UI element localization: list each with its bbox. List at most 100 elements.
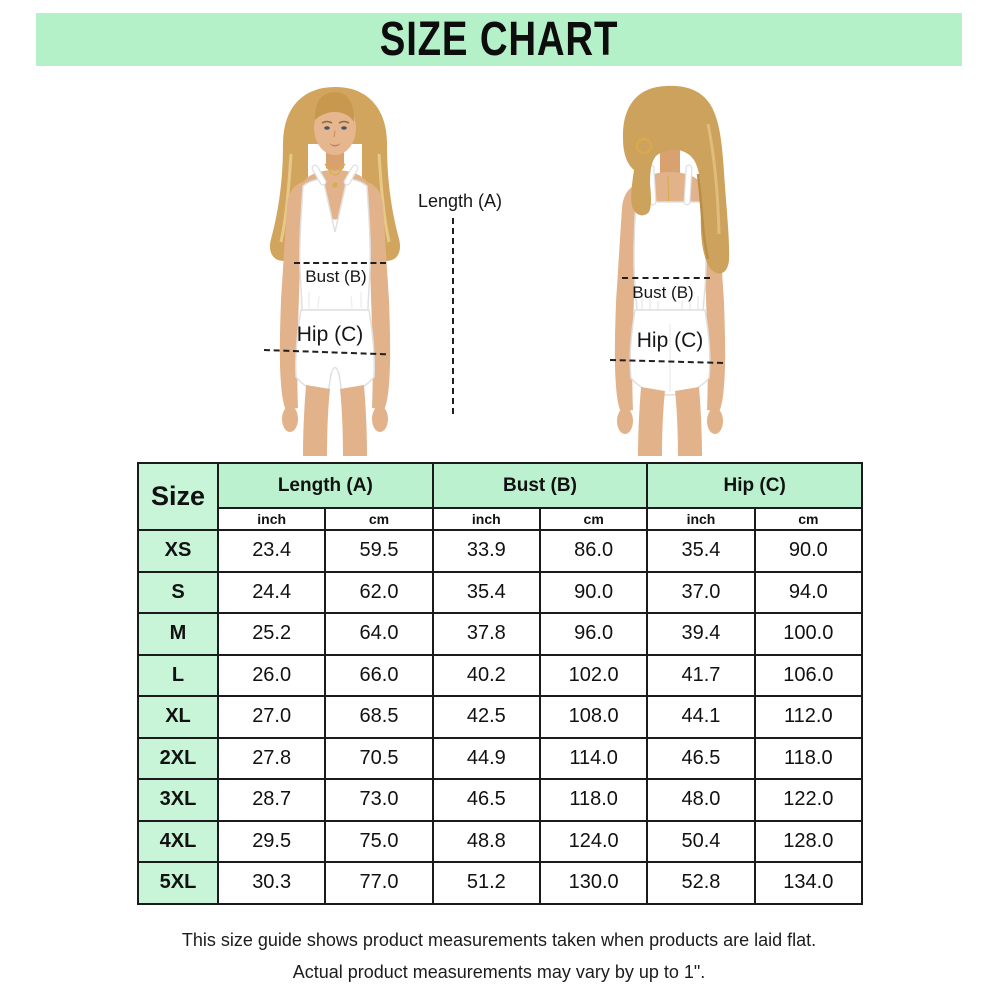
table-row: XL 27.0 68.5 42.5 108.0 44.1 112.0 [137,695,864,739]
measurement-cell: 33.9 [431,529,541,573]
measurement-cell: 24.4 [216,570,327,614]
size-label-cell: 4XL [137,819,219,863]
measurement-cell: 94.0 [753,570,864,614]
measurement-cell: 50.4 [646,819,756,863]
footer-note-line1: This size guide shows product measuremen… [181,930,817,950]
size-label-cell: L [137,653,219,697]
measurement-cell: 48.0 [646,778,756,822]
measurement-cell: 46.5 [646,736,756,780]
unit-header-hip-inch: inch [646,507,756,531]
measurement-cell: 28.7 [216,778,327,822]
measurement-cell: 86.0 [538,529,649,573]
back-bust-annotation-label: Bust (B) [632,283,694,302]
table-row: S 24.4 62.0 35.4 90.0 37.0 94.0 [137,570,864,614]
size-label-cell: S [137,570,219,614]
measurement-cell: 35.4 [646,529,756,573]
measurement-cell: 90.0 [538,570,649,614]
measurement-cell: 25.2 [216,612,327,656]
bust-column-header: Bust (B) [431,462,649,509]
measurement-cell: 39.4 [646,612,756,656]
measurement-cell: 128.0 [753,819,864,863]
size-label-cell: XS [137,529,219,573]
table-row: 2XL 27.8 70.5 44.9 114.0 46.5 118.0 [137,736,864,780]
measurement-cell: 70.5 [324,736,434,780]
size-label-cell: M [137,612,219,656]
unit-header-hip-cm: cm [753,507,864,531]
measurement-cell: 106.0 [753,653,864,697]
back-hip-annotation-label: Hip (C) [636,329,704,352]
measurement-cell: 64.0 [324,612,434,656]
length-column-header: Length (A) [217,462,434,509]
measurement-cell: 35.4 [431,570,541,614]
size-label-cell: XL [137,695,219,739]
table-row: XS 23.4 59.5 33.9 86.0 35.4 90.0 [137,529,864,573]
unit-header-length-inch: inch [216,507,327,531]
measurement-cell: 52.8 [646,861,756,905]
table-row: 4XL 29.5 75.0 48.8 124.0 50.4 128.0 [137,819,864,863]
measurement-cell: 27.8 [216,736,327,780]
unit-header-row: inch cm inch cm inch cm [138,507,864,531]
front-model-photo [243,84,423,456]
measurement-cell: 100.0 [753,612,864,656]
size-table-body: XS 23.4 59.5 33.9 86.0 35.4 90.0 S 24.4 62.0 35.4 9… [137,529,864,905]
measurement-cell: 44.1 [646,695,756,739]
measurement-cell: 124.0 [538,819,649,863]
length-measure-line [452,218,454,414]
table-row: L 26.0 66.0 40.2 102.0 41.7 106.0 [137,653,864,697]
measurement-cell: 23.4 [216,529,327,573]
unit-header-length-cm: cm [324,507,434,531]
measurement-cell: 27.0 [216,695,327,739]
front-bust-measure-line [294,262,386,264]
unit-header-bust-inch: inch [431,507,541,531]
measurement-cell: 122.0 [753,778,864,822]
table-header-row: Size Length (A) Bust (B) Hip (C) [137,462,863,531]
measurement-cell: 29.5 [216,819,327,863]
measurement-cell: 44.9 [431,736,541,780]
size-label-cell: 5XL [137,861,219,905]
size-label-cell: 2XL [137,736,219,780]
front-bust-annotation-label: Bust (B) [305,267,367,286]
measurement-cell: 46.5 [431,778,541,822]
table-row: M 25.2 64.0 37.8 96.0 39.4 100.0 [137,612,864,656]
table-row: 3XL 28.7 73.0 46.5 118.0 48.0 122.0 [137,778,864,822]
measurement-cell: 77.0 [324,861,434,905]
measurement-cell: 37.0 [646,570,756,614]
measurement-cell: 134.0 [753,861,864,905]
size-column-header: Size [137,462,219,531]
unit-header-bust-cm: cm [538,507,649,531]
page-title: SIZE CHART [379,13,619,66]
measurement-cell: 48.8 [431,819,541,863]
measurement-cell: 62.0 [324,570,434,614]
measurement-cell: 26.0 [216,653,327,697]
measurement-cell: 66.0 [324,653,434,697]
measurement-cell: 130.0 [538,861,649,905]
back-model-illustration [614,85,730,456]
measurement-cell: 112.0 [753,695,864,739]
measurement-cell: 75.0 [324,819,434,863]
measurement-cell: 102.0 [538,653,649,697]
measurement-cell: 37.8 [431,612,541,656]
measurement-cell: 42.5 [431,695,541,739]
hip-column-header: Hip (C) [646,462,863,509]
title-banner: SIZE CHART [36,13,962,66]
measurement-cell: 68.5 [324,695,434,739]
measurement-cell: 59.5 [324,529,434,573]
measurement-cell: 108.0 [538,695,649,739]
measurement-cell: 114.0 [538,736,649,780]
length-annotation-label: Length (A) [418,191,503,211]
footer-note-line2: Actual product measurements may vary by … [292,962,706,982]
front-hip-annotation-label: Hip (C) [296,323,364,346]
measurement-cell: 96.0 [538,612,649,656]
front-model-illustration [269,87,401,456]
measurement-cell: 41.7 [646,653,756,697]
size-chart-table: Size Length (A) Bust (B) Hip (C) inch cm… [137,462,864,905]
measurement-cell: 90.0 [753,529,864,573]
measurement-cell: 30.3 [216,861,327,905]
back-bust-measure-line [622,277,710,279]
back-model-photo [578,84,758,456]
measurement-cell: 51.2 [431,861,541,905]
measurement-cell: 40.2 [431,653,541,697]
table-row: 5XL 30.3 77.0 51.2 130.0 52.8 134.0 [137,861,864,905]
measurement-cell: 118.0 [538,778,649,822]
